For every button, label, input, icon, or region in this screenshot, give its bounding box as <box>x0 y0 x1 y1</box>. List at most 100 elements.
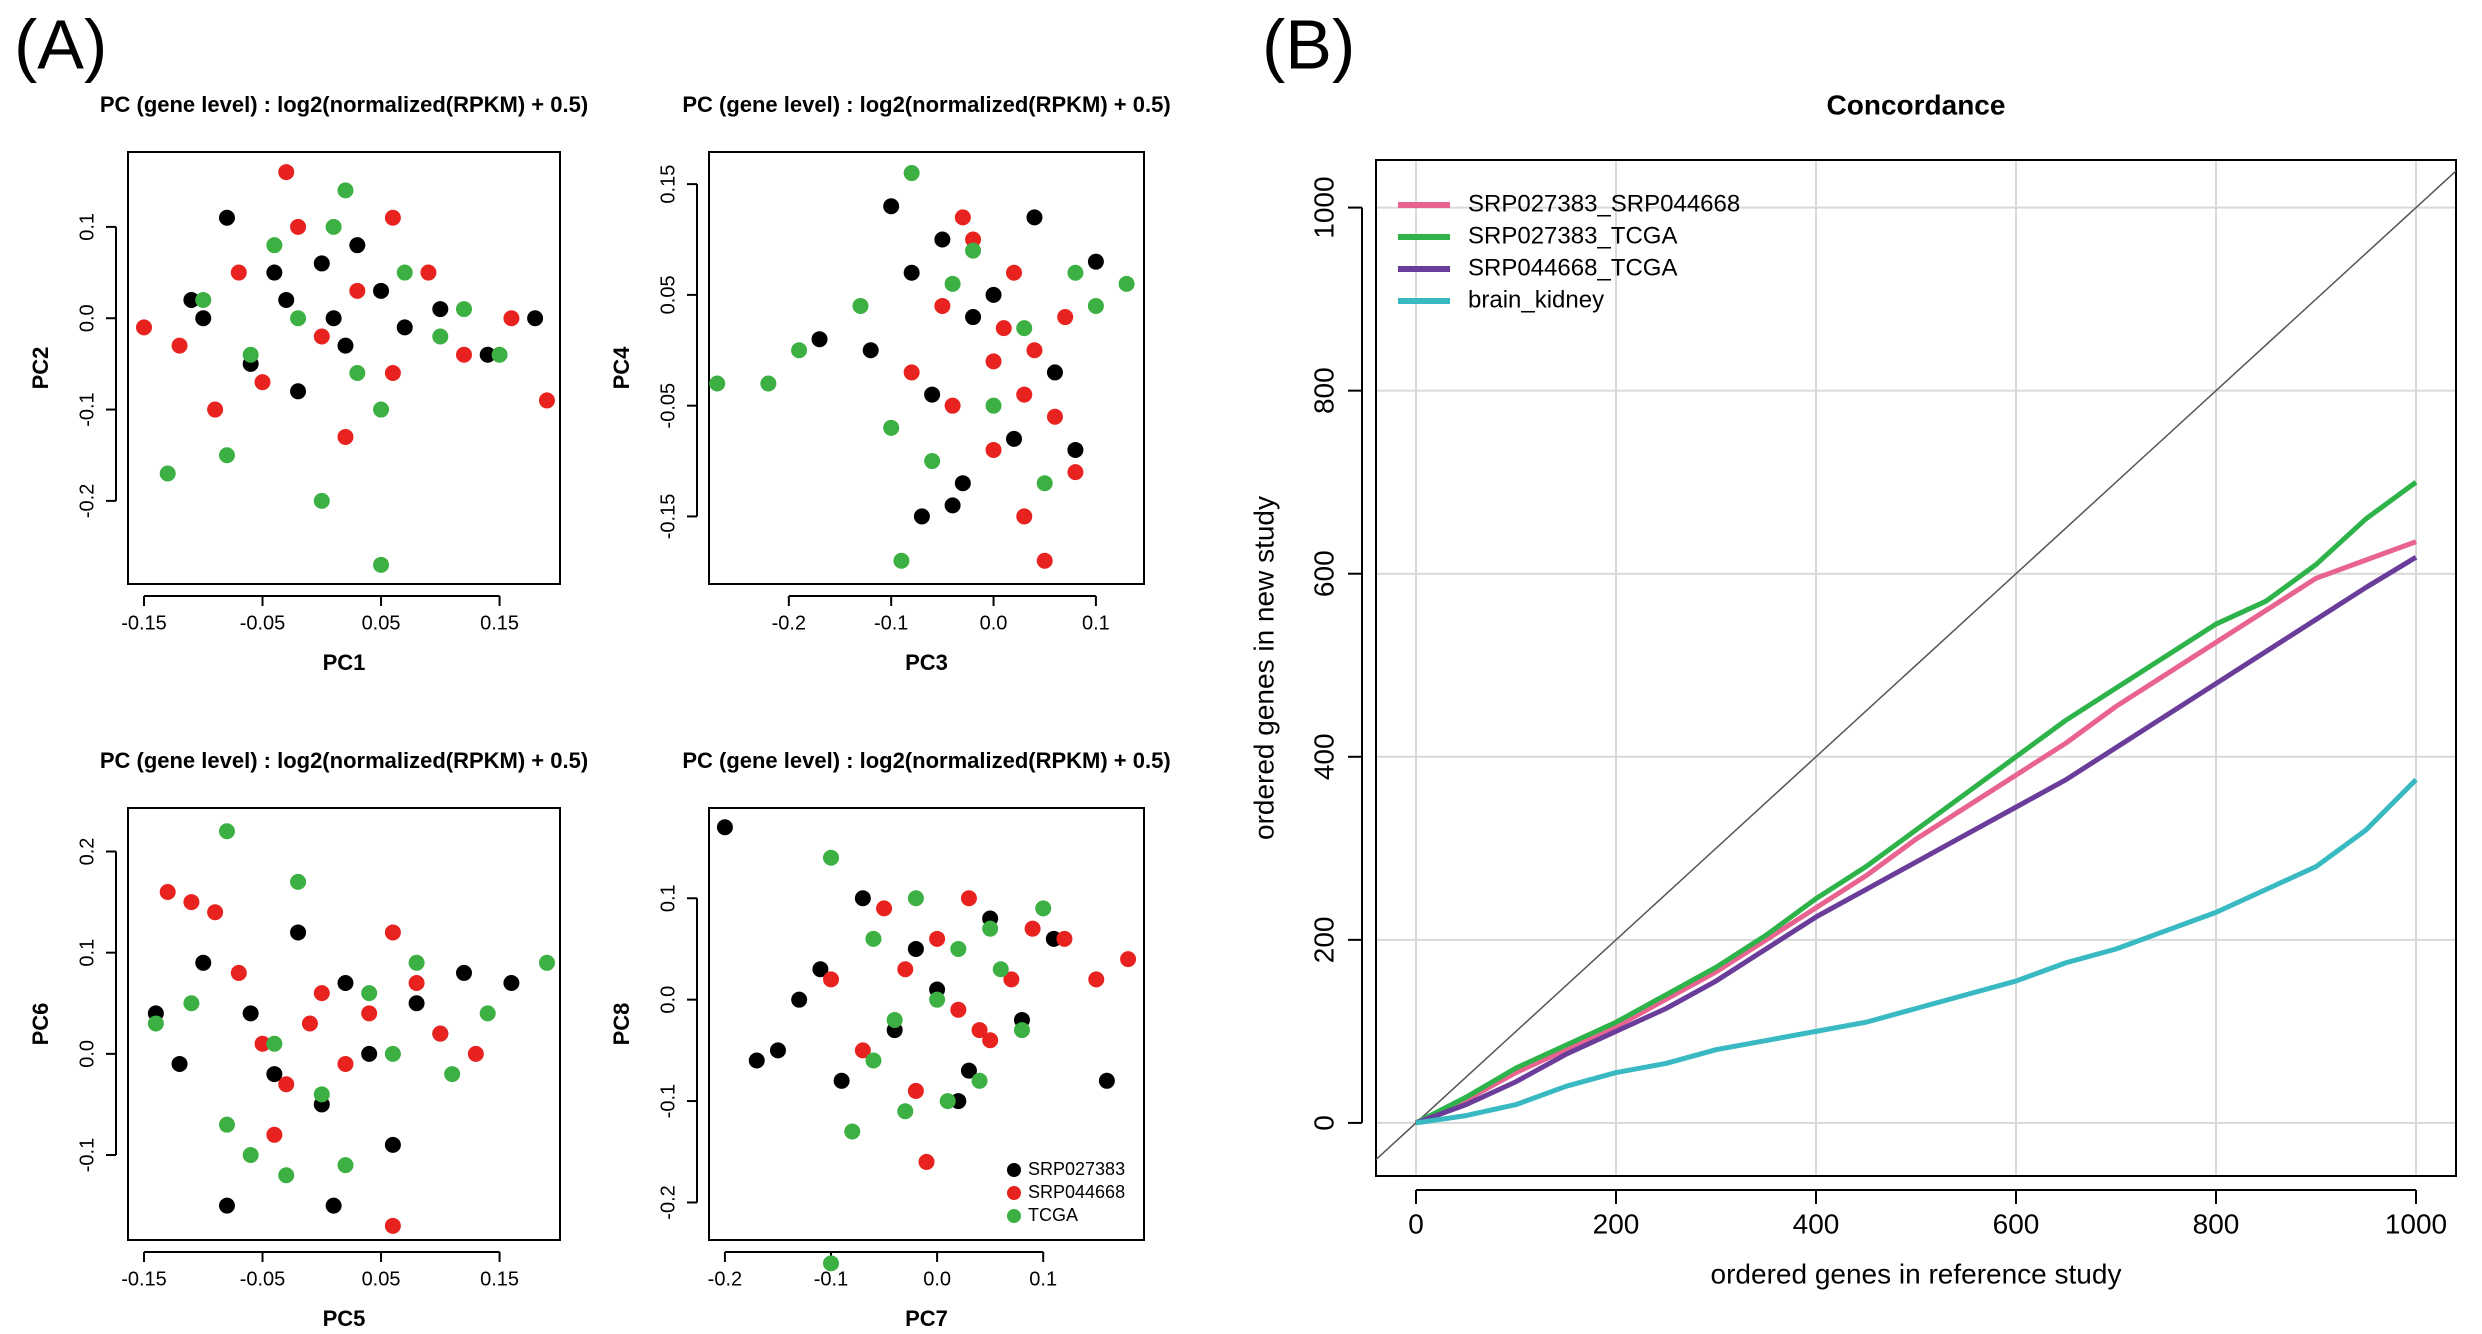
data-point <box>944 397 961 414</box>
data-point <box>1035 900 1052 917</box>
data-point <box>883 419 900 436</box>
data-point <box>325 218 342 235</box>
data-point <box>171 337 188 354</box>
y-tick-label: 0.2 <box>76 838 98 866</box>
plot-box <box>708 807 1145 1241</box>
data-point <box>408 975 425 992</box>
y-tick-label: 800 <box>1308 367 1339 414</box>
data-point <box>479 1005 496 1022</box>
data-point <box>1118 275 1135 292</box>
data-point <box>1006 264 1023 281</box>
data-point <box>1067 264 1084 281</box>
data-point <box>1016 508 1033 525</box>
data-point <box>361 985 378 1002</box>
data-point <box>913 508 930 525</box>
data-point <box>278 291 295 308</box>
data-point <box>290 310 307 327</box>
data-point <box>883 198 900 215</box>
data-point <box>876 900 893 917</box>
x-tick-label: 800 <box>2193 1208 2240 1239</box>
data-point <box>337 337 354 354</box>
y-tick-label: 0.1 <box>657 884 679 912</box>
data-point <box>147 1015 164 1032</box>
y-axis-label: ordered genes in new study <box>1248 496 1279 840</box>
y-tick-label: -0.1 <box>657 1084 679 1118</box>
x-axis-label: ordered genes in reference study <box>1711 1258 2122 1289</box>
legend-label: SRP027383 <box>1028 1159 1125 1179</box>
data-point <box>503 975 520 992</box>
data-point <box>254 374 271 391</box>
data-point <box>995 320 1012 337</box>
data-point <box>844 1123 861 1140</box>
y-tick-label: 0.05 <box>657 275 679 314</box>
data-point <box>965 242 982 259</box>
data-line <box>1414 480 2418 1126</box>
data-point <box>266 264 283 281</box>
y-axis-label: PC8 <box>609 1003 634 1046</box>
data-point <box>971 1022 988 1039</box>
x-tick-label: 0.05 <box>362 1268 401 1290</box>
data-point <box>950 940 967 957</box>
data-point <box>965 231 982 248</box>
y-axis-label: PC6 <box>28 1003 53 1046</box>
data-point <box>313 985 330 1002</box>
data-point <box>171 1055 188 1072</box>
data-point <box>242 1147 259 1164</box>
data-point <box>903 165 920 182</box>
data-point <box>903 364 920 381</box>
data-point <box>384 209 401 226</box>
data-point <box>444 1066 461 1083</box>
y-tick-label: -0.1 <box>76 392 98 426</box>
legend-marker <box>1007 1209 1021 1223</box>
panel-label: (A) <box>14 5 107 83</box>
data-point <box>760 375 777 392</box>
data-point <box>965 309 982 326</box>
data-point <box>384 1045 401 1062</box>
data-point <box>944 497 961 514</box>
data-point <box>538 954 555 971</box>
chart-title: PC (gene level) : log2(normalized(RPKM) … <box>100 92 588 117</box>
data-point <box>823 971 840 988</box>
data-point <box>791 342 808 359</box>
data-point <box>384 1136 401 1153</box>
y-tick-label: 1000 <box>1308 176 1339 238</box>
data-point <box>218 1197 235 1214</box>
data-point <box>791 991 808 1008</box>
data-point <box>971 1072 988 1089</box>
data-line <box>1414 539 2417 1126</box>
x-tick-label: -0.2 <box>772 612 806 634</box>
x-tick-label: -0.1 <box>874 612 908 634</box>
y-tick-label: -0.2 <box>657 1185 679 1219</box>
data-point <box>939 1093 956 1110</box>
data-point <box>361 1005 378 1022</box>
y-tick-label: -0.1 <box>76 1138 98 1172</box>
data-point <box>337 975 354 992</box>
data-point <box>467 1045 484 1062</box>
plot-box <box>708 151 1145 585</box>
data-point <box>242 346 259 363</box>
data-point <box>954 475 971 492</box>
data-point <box>242 1005 259 1022</box>
y-tick-label: 0.0 <box>76 304 98 332</box>
data-point <box>290 924 307 941</box>
data-point <box>1026 342 1043 359</box>
data-point <box>361 1045 378 1062</box>
chart-title: PC (gene level) : log2(normalized(RPKM) … <box>100 748 588 773</box>
data-point <box>1098 1072 1115 1089</box>
data-point <box>985 397 1002 414</box>
data-point <box>992 961 1009 978</box>
data-point <box>1057 309 1074 326</box>
plot-box <box>1375 159 2457 1177</box>
y-tick-label: 200 <box>1308 916 1339 963</box>
y-tick-label: 0.1 <box>76 939 98 967</box>
data-point <box>934 297 951 314</box>
y-axis-label: PC2 <box>28 347 53 390</box>
data-point <box>812 961 829 978</box>
data-point <box>886 1011 903 1028</box>
y-tick-label: 0.15 <box>657 165 679 204</box>
data-point <box>1046 364 1063 381</box>
data-point <box>1056 930 1073 947</box>
data-point <box>325 310 342 327</box>
data-point <box>266 237 283 254</box>
